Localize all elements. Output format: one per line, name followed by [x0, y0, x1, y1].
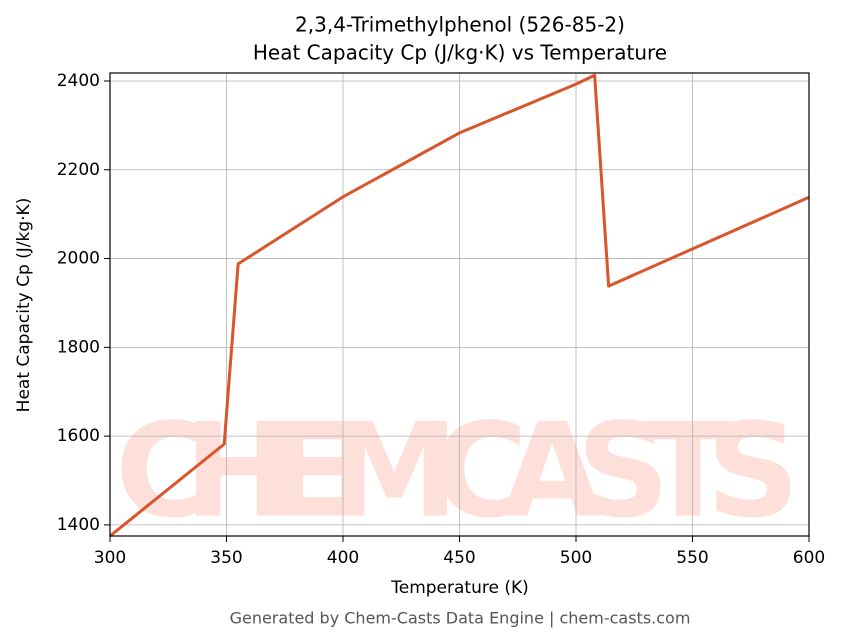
x-tick-label: 550 [676, 548, 708, 568]
y-tick-label: 1400 [57, 515, 100, 535]
plot-frame [109, 72, 810, 537]
x-tick-label: 350 [210, 548, 242, 568]
y-tick-label: 1800 [57, 337, 100, 357]
y-axis-label: Heat Capacity Cp (J/kg·K) [14, 198, 34, 413]
y-tick-label: 2200 [57, 160, 100, 180]
x-tick-label: 500 [560, 548, 592, 568]
watermark: CHEMCASTS [115, 395, 804, 547]
chart-title: 2,3,4-Trimethylphenol (526-85-2) [295, 13, 625, 37]
chart-subtitle: Heat Capacity Cp (J/kg·K) vs Temperature [253, 41, 667, 65]
x-tick-label: 600 [793, 548, 825, 568]
y-tick-label: 2400 [57, 71, 100, 91]
x-tick-label: 300 [94, 548, 126, 568]
y-tick-label: 1600 [57, 426, 100, 446]
x-tick-label: 400 [327, 548, 359, 568]
footer: Generated by Chem-Casts Data Engine | ch… [230, 609, 691, 628]
x-tick-label: 450 [443, 548, 475, 568]
y-tick-label: 2000 [57, 249, 100, 269]
x-axis-label: Temperature (K) [390, 578, 529, 598]
data-line [109, 73, 810, 538]
